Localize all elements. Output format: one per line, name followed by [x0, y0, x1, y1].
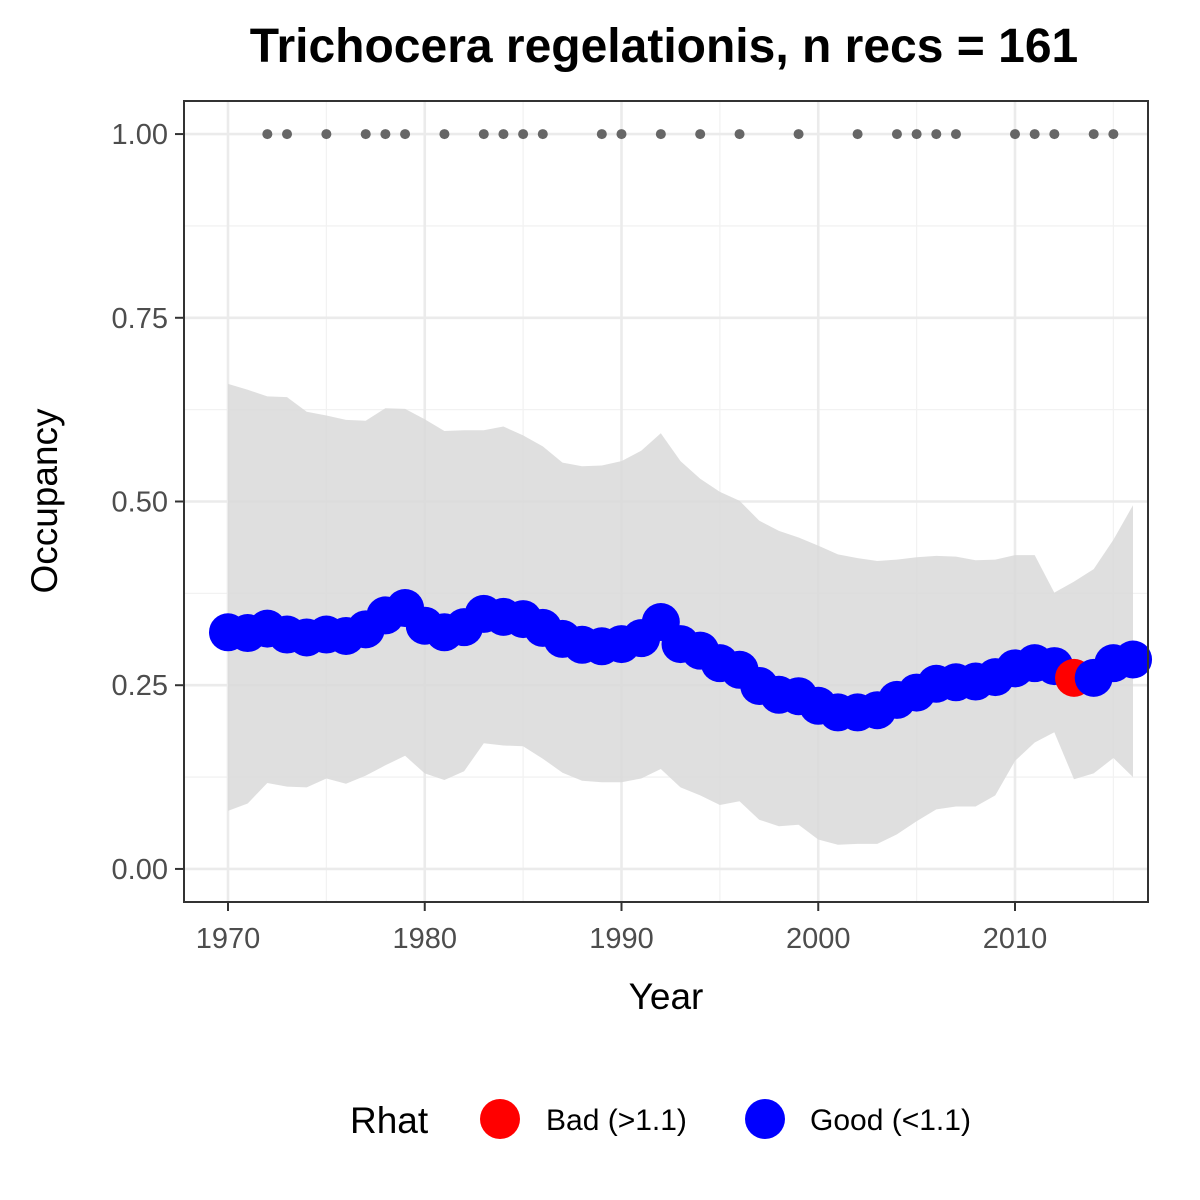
record-point	[1029, 129, 1040, 140]
record-point	[596, 129, 607, 140]
record-points-layer	[262, 129, 1119, 140]
y-axis-title: Occupancy	[24, 408, 65, 594]
record-point	[321, 129, 332, 140]
y-tick-label: 0.00	[112, 854, 168, 886]
x-tick-label: 1980	[392, 923, 457, 955]
occupancy-point-good	[1114, 640, 1153, 679]
x-axis-title: Year	[629, 976, 704, 1017]
record-point	[518, 129, 529, 140]
legend-label-good: Good (<1.1)	[810, 1104, 971, 1137]
x-axis: 1970 1980 1990 2000 2010	[196, 902, 1048, 955]
y-tick-label: 0.75	[112, 303, 168, 335]
record-point	[734, 129, 745, 140]
y-tick-label: 1.00	[112, 119, 168, 151]
record-point	[1108, 129, 1119, 140]
x-tick-label: 1970	[196, 923, 261, 955]
record-point	[282, 129, 293, 140]
record-point	[360, 129, 371, 140]
x-tick-label: 2010	[983, 923, 1048, 955]
record-point	[695, 129, 706, 140]
record-point	[852, 129, 863, 140]
chart-title: Trichocera regelationis, n recs = 161	[250, 20, 1078, 73]
y-tick-label: 0.50	[112, 487, 168, 519]
record-point	[616, 129, 627, 140]
record-point	[478, 129, 489, 140]
record-point	[655, 129, 666, 140]
x-tick-label: 2000	[786, 923, 851, 955]
record-point	[1049, 129, 1060, 140]
legend-key-good	[745, 1099, 785, 1139]
record-point	[931, 129, 942, 140]
record-point	[793, 129, 804, 140]
record-point	[262, 129, 273, 140]
record-point	[380, 129, 391, 140]
occupancy-points-layer	[208, 589, 1153, 732]
legend-title: Rhat	[350, 1100, 429, 1141]
record-point	[439, 129, 450, 140]
record-point	[537, 129, 548, 140]
record-point	[400, 129, 411, 140]
record-point	[911, 129, 922, 140]
record-point	[1088, 129, 1099, 140]
record-point	[891, 129, 902, 140]
record-point	[950, 129, 961, 140]
x-tick-label: 1990	[589, 923, 654, 955]
y-tick-label: 0.25	[112, 670, 168, 702]
legend-label-bad: Bad (>1.1)	[546, 1104, 687, 1137]
record-point	[498, 129, 509, 140]
credible-interval-layer	[228, 383, 1133, 845]
y-axis: 0.00 0.25 0.50 0.75 1.00	[112, 119, 184, 886]
credible-interval-ribbon	[228, 383, 1133, 845]
legend: Rhat Bad (>1.1) Good (<1.1)	[350, 1099, 971, 1141]
legend-key-bad	[480, 1099, 520, 1139]
record-point	[1009, 129, 1020, 140]
